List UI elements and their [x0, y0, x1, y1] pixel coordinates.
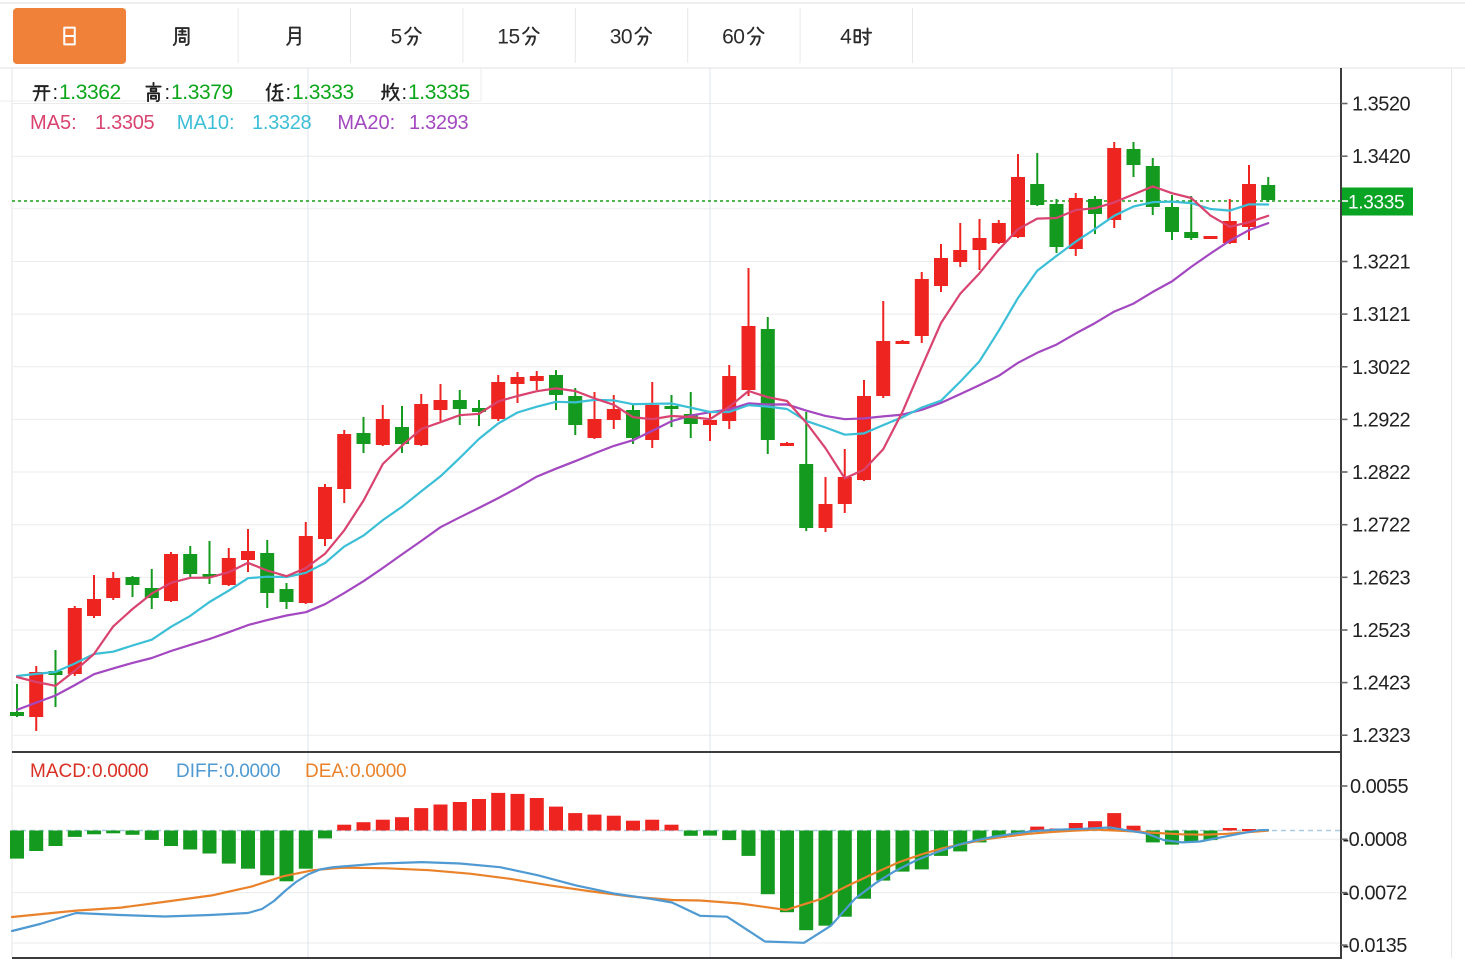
svg-text:-0.0135: -0.0135	[1343, 935, 1408, 957]
svg-text:MA10:: MA10:	[177, 112, 235, 134]
svg-text:-0.0008: -0.0008	[1343, 829, 1408, 851]
svg-text:15: 15	[497, 26, 519, 49]
svg-text:-0.0072: -0.0072	[1343, 883, 1408, 905]
svg-text:1.3379: 1.3379	[171, 81, 233, 104]
svg-text:0.0000: 0.0000	[350, 761, 406, 782]
svg-text:5: 5	[391, 26, 402, 49]
svg-text:4: 4	[840, 26, 852, 49]
svg-text::: :	[286, 82, 292, 104]
svg-text:1.3305: 1.3305	[95, 112, 155, 134]
svg-text:0.0000: 0.0000	[224, 761, 280, 782]
svg-text:1.3328: 1.3328	[252, 112, 312, 134]
svg-text:DEA:: DEA:	[305, 761, 349, 782]
svg-text:1.3333: 1.3333	[292, 81, 354, 104]
svg-text:30: 30	[610, 26, 632, 49]
svg-text:1.3362: 1.3362	[59, 81, 121, 104]
svg-text:0.0000: 0.0000	[92, 761, 148, 782]
svg-text::: :	[402, 82, 408, 104]
svg-text:1.2423: 1.2423	[1352, 673, 1411, 695]
svg-text:1.3293: 1.3293	[409, 112, 469, 134]
svg-text:1.3121: 1.3121	[1352, 304, 1411, 326]
svg-text:60: 60	[722, 26, 744, 49]
svg-text:0.0055: 0.0055	[1350, 776, 1409, 798]
svg-text:DIFF:: DIFF:	[176, 761, 224, 782]
svg-text:1.3420: 1.3420	[1352, 146, 1411, 168]
svg-text:1.3221: 1.3221	[1352, 252, 1411, 274]
svg-text::: :	[53, 82, 59, 104]
svg-text:1.3335: 1.3335	[408, 81, 470, 104]
svg-text:MA5:: MA5:	[30, 112, 77, 134]
svg-text:1.2822: 1.2822	[1352, 462, 1411, 484]
svg-text:1.2623: 1.2623	[1352, 567, 1411, 589]
svg-text::: :	[165, 82, 171, 104]
svg-text:1.3022: 1.3022	[1352, 357, 1411, 379]
svg-text:1.2323: 1.2323	[1352, 725, 1411, 747]
svg-text:1.3520: 1.3520	[1352, 94, 1411, 116]
svg-text:MA20:: MA20:	[337, 112, 395, 134]
svg-text:1.3335: 1.3335	[1348, 193, 1404, 214]
svg-text:1.2523: 1.2523	[1352, 620, 1411, 642]
svg-text:1.2922: 1.2922	[1352, 409, 1411, 431]
svg-text:1.2722: 1.2722	[1352, 515, 1411, 537]
svg-text:MACD:: MACD:	[30, 761, 91, 782]
